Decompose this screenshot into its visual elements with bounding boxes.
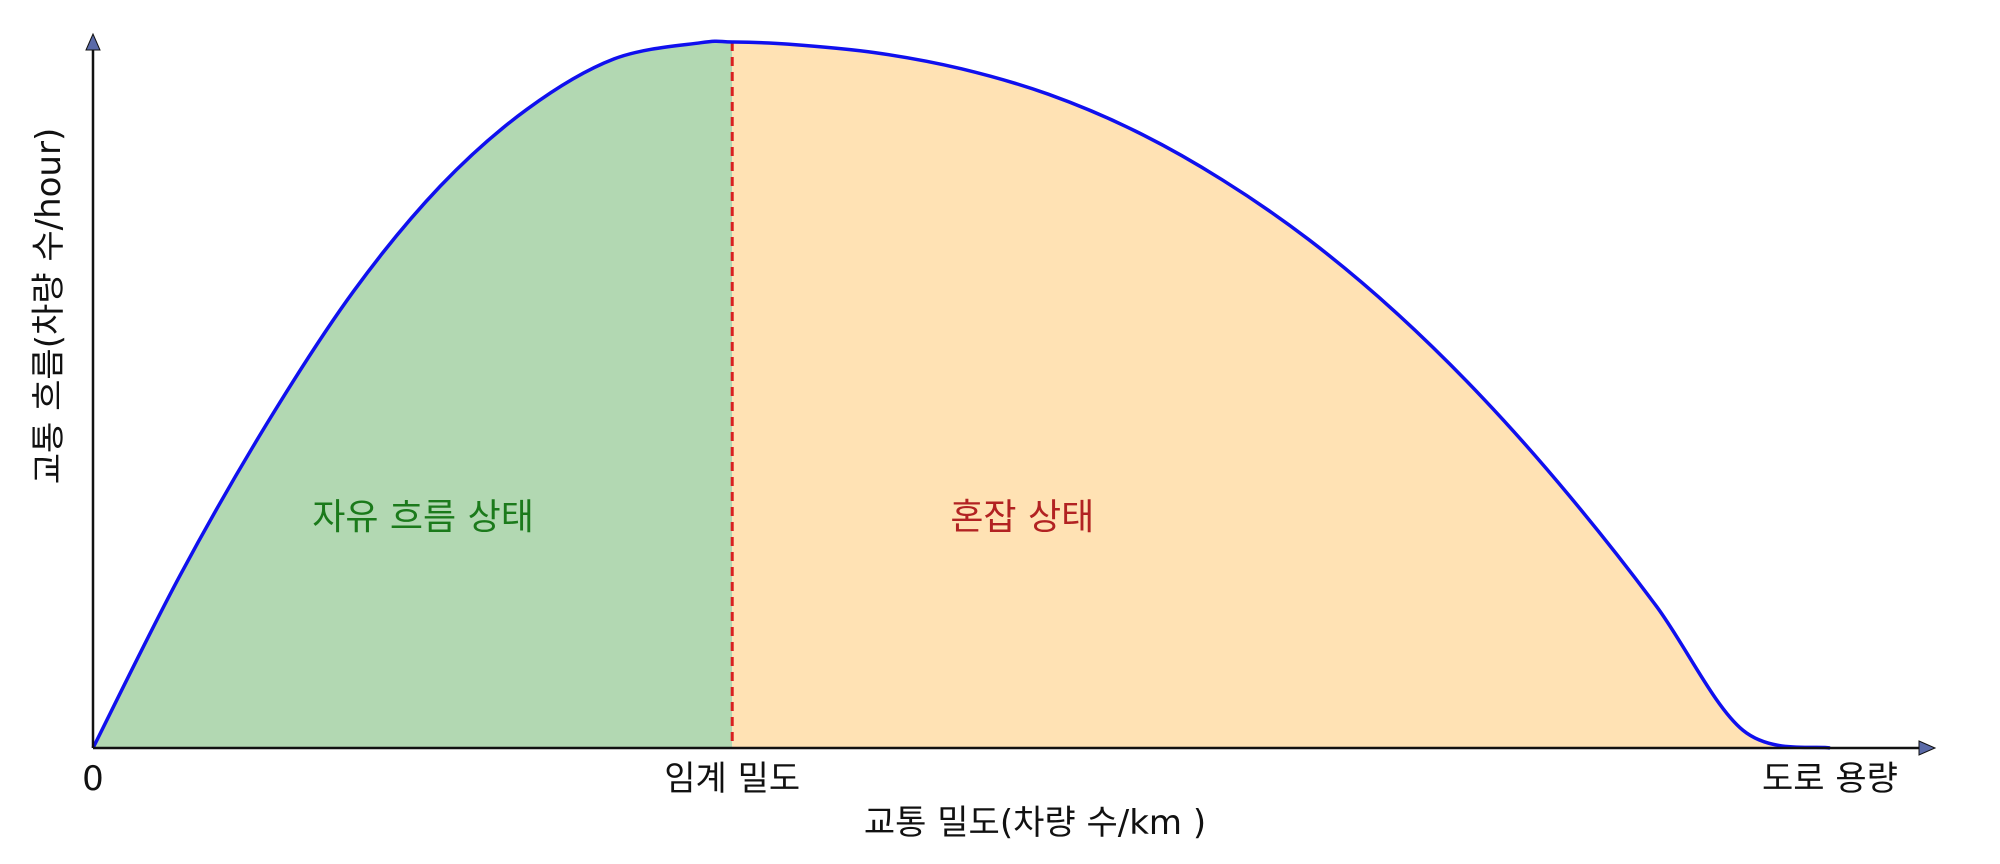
free-flow-label: 자유 흐름 상태 bbox=[312, 497, 534, 538]
x-axis-arrow bbox=[1918, 740, 1937, 756]
congestion-label: 혼잡 상태 bbox=[950, 497, 1094, 538]
x-tick-label: 도로 용량 bbox=[1762, 759, 1898, 799]
x-tick-label: 임계 밀도 bbox=[664, 759, 800, 799]
free-flow-region bbox=[93, 41, 733, 748]
flow-density-curve bbox=[91, 39, 1831, 750]
x-tick-label: 0 bbox=[82, 759, 104, 799]
x-axis-label: 교통 밀도(차량 수/km ) bbox=[864, 803, 1206, 843]
y-axis-label: 교통 흐름(차량 수/hour) bbox=[29, 128, 69, 484]
y-axis-arrow bbox=[85, 32, 101, 51]
congested-region bbox=[732, 42, 1831, 748]
